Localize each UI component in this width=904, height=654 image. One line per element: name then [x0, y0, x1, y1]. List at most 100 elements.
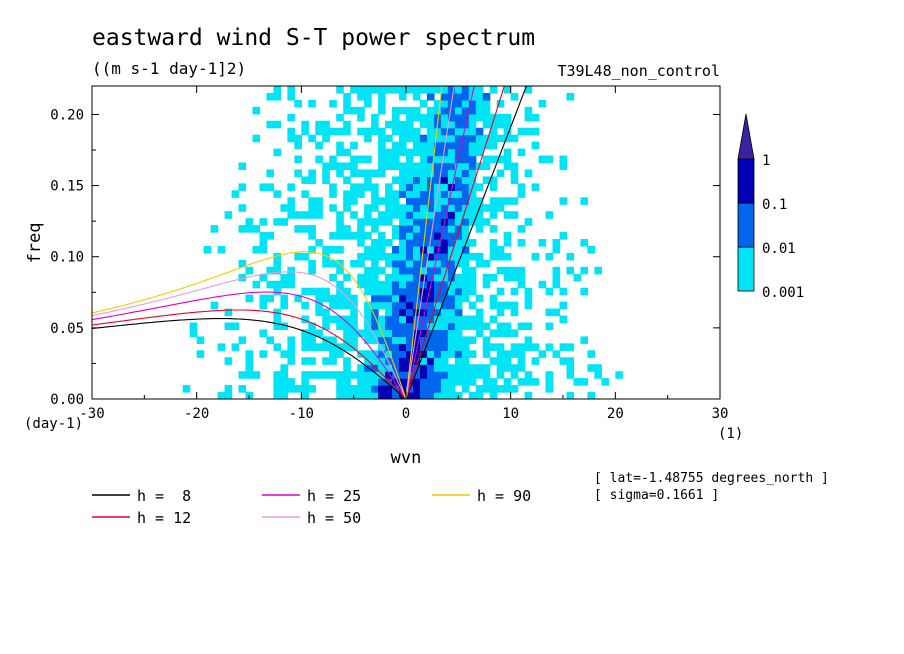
heatmap-cell	[419, 343, 428, 351]
heatmap-cell	[454, 190, 463, 198]
heatmap-cell	[350, 232, 358, 240]
heatmap-cell	[489, 385, 498, 393]
plot-area	[91, 85, 721, 400]
heatmap-cell	[433, 378, 442, 386]
heatmap-cell	[447, 232, 456, 240]
heatmap-cell	[496, 99, 505, 108]
heatmap-cell	[322, 287, 330, 296]
heatmap-cell	[419, 329, 428, 337]
heatmap-cell	[440, 169, 449, 178]
heatmap-cell	[259, 273, 268, 282]
heatmap-cell	[447, 169, 456, 178]
heatmap-cell	[489, 392, 498, 399]
colorbar-label: 1	[762, 153, 770, 169]
heatmap-cell	[503, 378, 512, 386]
heatmap-cell	[426, 273, 435, 282]
heatmap-cell	[399, 315, 407, 324]
heatmap-cell	[454, 225, 463, 233]
heatmap-cell	[392, 322, 400, 331]
heatmap-cell	[482, 134, 491, 143]
heatmap-cell	[531, 183, 540, 191]
heatmap-cell	[238, 371, 247, 379]
heatmap-cell	[287, 378, 295, 386]
heatmap-cell	[287, 211, 295, 219]
heatmap-cell	[496, 364, 505, 372]
heatmap-cell	[273, 266, 281, 275]
heatmap-cell	[259, 245, 268, 254]
heatmap-cell	[336, 169, 344, 178]
heatmap-cell	[440, 329, 449, 337]
heatmap-cell	[496, 266, 505, 275]
heatmap-cell	[419, 364, 428, 372]
heatmap-cell	[524, 378, 533, 386]
heatmap-cell	[287, 92, 295, 101]
heatmap-cell	[301, 329, 309, 337]
heatmap-cell	[245, 294, 254, 303]
heatmap-cell	[524, 169, 533, 178]
heatmap-cell	[399, 169, 407, 178]
heatmap-cell	[447, 127, 456, 136]
heatmap-cell	[385, 322, 393, 331]
heatmap-cell	[447, 190, 456, 198]
heatmap-cell	[364, 378, 372, 386]
heatmap-cell	[447, 280, 456, 289]
heatmap-cell	[308, 225, 316, 233]
heatmap-cell	[461, 155, 470, 164]
heatmap-cell	[357, 280, 365, 289]
heatmap-cell	[496, 245, 505, 254]
heatmap-cell	[426, 322, 435, 331]
heatmap-cell	[252, 371, 261, 379]
heatmap-cell	[426, 252, 435, 261]
heatmap-cell	[336, 343, 344, 351]
heatmap-cell	[399, 86, 407, 94]
heatmap-cell	[419, 141, 428, 150]
heatmap-cell	[468, 99, 477, 108]
heatmap-cell	[378, 86, 386, 94]
heatmap-cell	[392, 343, 400, 351]
heatmap-cell	[461, 378, 470, 386]
heatmap-cell	[343, 385, 351, 393]
heatmap-cell	[329, 371, 337, 379]
heatmap-cell	[259, 294, 268, 303]
heatmap-cell	[447, 287, 456, 296]
heatmap-cell	[357, 155, 365, 164]
heatmap-cell	[378, 245, 386, 254]
heatmap-cell	[336, 113, 344, 122]
heatmap-cell	[475, 294, 484, 303]
heatmap-cell	[252, 225, 261, 233]
heatmap-cell	[406, 155, 414, 164]
heatmap-cell	[385, 120, 393, 129]
heatmap-cell	[433, 211, 442, 219]
heatmap-cell	[287, 183, 295, 191]
y-axis-unit: (day-1)	[24, 416, 83, 432]
heatmap-cell	[378, 364, 386, 372]
heatmap-cell	[412, 197, 421, 205]
heatmap-cell	[231, 322, 240, 331]
heatmap-cell	[412, 113, 421, 122]
heatmap-cell	[294, 252, 302, 261]
heatmap-cell	[454, 99, 463, 108]
heatmap-cell	[406, 86, 414, 94]
heatmap-cell	[440, 322, 449, 331]
heatmap-cell	[336, 225, 344, 233]
heatmap-cell	[419, 392, 428, 399]
heatmap-cell	[524, 218, 533, 226]
heatmap-cell	[385, 211, 393, 219]
heatmap-cell	[378, 211, 386, 219]
heatmap-cell	[238, 162, 247, 171]
heatmap-cell	[392, 225, 400, 233]
heatmap-cell	[433, 155, 442, 164]
heatmap-cell	[350, 197, 358, 205]
heatmap-cell	[412, 239, 421, 247]
heatmap-cell	[433, 357, 442, 365]
rossby-wave-curve	[92, 318, 407, 399]
heatmap-cell	[399, 273, 407, 282]
heatmap-cell	[406, 239, 414, 247]
heatmap-cell	[301, 120, 309, 129]
heatmap-cell	[475, 308, 484, 317]
heatmap-cell	[392, 155, 400, 164]
heatmap-cell	[399, 176, 407, 184]
heatmap-cell	[399, 190, 407, 198]
heatmap-cell	[426, 385, 435, 393]
heatmap-cell	[468, 120, 477, 129]
